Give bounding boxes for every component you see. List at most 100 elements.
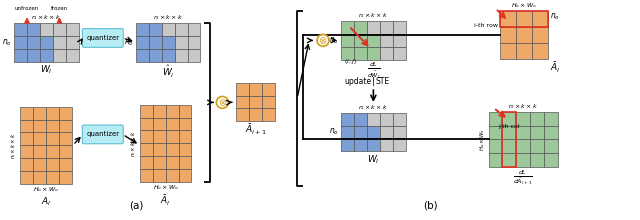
Text: (a): (a)	[129, 200, 144, 210]
Bar	[500, 43, 516, 59]
Bar	[140, 130, 152, 143]
Bar	[166, 143, 179, 156]
Bar	[502, 112, 516, 126]
Text: $\bar{A}_{l+1}$: $\bar{A}_{l+1}$	[245, 123, 267, 138]
Bar	[188, 23, 200, 36]
Bar	[367, 47, 380, 60]
Bar	[380, 138, 393, 151]
Bar	[367, 138, 380, 151]
Bar	[341, 21, 354, 34]
Bar	[532, 43, 548, 59]
Bar	[27, 36, 40, 49]
Bar	[140, 169, 152, 182]
Bar	[140, 156, 152, 169]
Text: $\otimes$: $\otimes$	[218, 97, 227, 108]
Bar	[66, 23, 79, 36]
Bar	[367, 21, 380, 34]
Bar	[500, 27, 516, 43]
Bar	[531, 139, 544, 153]
Bar	[367, 126, 380, 138]
Bar	[380, 34, 393, 47]
Bar	[544, 112, 558, 126]
Text: $\hat{W}_l$: $\hat{W}_l$	[162, 64, 175, 80]
Circle shape	[216, 97, 228, 108]
Bar	[33, 132, 46, 145]
Text: $W_l$: $W_l$	[367, 153, 380, 166]
Bar	[250, 83, 262, 95]
Bar	[380, 113, 393, 126]
Bar	[175, 36, 188, 49]
FancyBboxPatch shape	[83, 29, 124, 47]
Text: $H_o \times W_o$: $H_o \times W_o$	[33, 185, 59, 194]
Bar	[46, 120, 59, 132]
Bar	[341, 138, 354, 151]
Text: unfrozen: unfrozen	[15, 6, 39, 11]
Bar	[341, 126, 354, 138]
Bar	[179, 118, 191, 130]
Bar	[136, 49, 148, 62]
Bar	[188, 36, 200, 49]
Bar	[166, 105, 179, 118]
Text: $n_i \times k \times k$: $n_i \times k \times k$	[31, 13, 61, 22]
Bar	[20, 107, 33, 120]
Bar	[33, 107, 46, 120]
Bar	[502, 112, 516, 167]
Bar	[516, 126, 531, 139]
Bar	[531, 112, 544, 126]
Bar	[341, 47, 354, 60]
Bar	[262, 108, 275, 121]
Bar	[516, 43, 532, 59]
Bar	[544, 153, 558, 167]
Bar	[14, 36, 27, 49]
Bar	[175, 49, 188, 62]
Bar	[532, 11, 548, 27]
Bar	[380, 47, 393, 60]
Bar	[59, 120, 72, 132]
Bar	[46, 107, 59, 120]
Bar	[236, 95, 250, 108]
Bar	[161, 36, 175, 49]
Text: $W_l$: $W_l$	[40, 64, 52, 76]
Text: $n_i \times k \times k$: $n_i \times k \times k$	[153, 13, 183, 22]
Bar	[250, 108, 262, 121]
Bar	[14, 49, 27, 62]
Bar	[531, 153, 544, 167]
Bar	[179, 143, 191, 156]
Text: $n_o$: $n_o$	[329, 127, 339, 137]
Text: j-th col: j-th col	[498, 124, 519, 128]
Bar	[20, 171, 33, 184]
Text: quantizer: quantizer	[86, 35, 119, 41]
Bar	[262, 83, 275, 95]
Bar	[152, 169, 166, 182]
Bar	[152, 130, 166, 143]
Bar	[136, 36, 148, 49]
Bar	[179, 130, 191, 143]
Text: quantizer: quantizer	[86, 131, 119, 137]
Bar	[166, 130, 179, 143]
Bar	[166, 118, 179, 130]
Bar	[188, 49, 200, 62]
Bar	[367, 113, 380, 126]
Bar	[166, 169, 179, 182]
Text: $n_i \times k \times k$: $n_i \times k \times k$	[9, 132, 18, 159]
Bar	[53, 49, 66, 62]
Bar	[500, 11, 516, 27]
Text: $A_l$: $A_l$	[41, 195, 51, 208]
Bar	[33, 145, 46, 158]
Bar	[59, 145, 72, 158]
Text: $n_o$: $n_o$	[329, 35, 339, 46]
Text: $n_o$: $n_o$	[124, 37, 134, 48]
Bar	[516, 153, 531, 167]
Bar	[354, 47, 367, 60]
Bar	[354, 126, 367, 138]
Text: $H_o \times W_o$: $H_o \times W_o$	[511, 2, 538, 10]
Bar	[393, 34, 406, 47]
Bar	[27, 49, 40, 62]
Bar	[380, 126, 393, 138]
Text: $n_i \times k \times k$: $n_i \times k \times k$	[508, 102, 538, 111]
Bar	[152, 156, 166, 169]
Bar	[161, 49, 175, 62]
Bar	[488, 112, 502, 126]
Bar	[46, 145, 59, 158]
Bar	[179, 156, 191, 169]
